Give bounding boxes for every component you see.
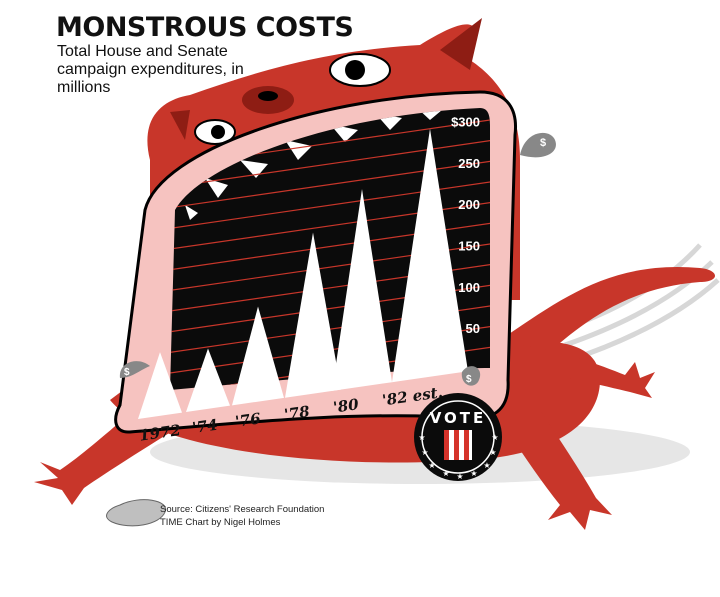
vote-badge: ★★★ ★ ★★ ★★★ VOTE: [414, 393, 502, 481]
monster-right-pupil: [345, 60, 365, 80]
monster-left-pupil: [211, 125, 225, 139]
monster-nostril: [258, 91, 278, 101]
byline: TIME Chart by Nigel Holmes: [160, 517, 281, 528]
dollar-drop-mouth: $: [461, 366, 481, 386]
chart-title: MONSTROUS COSTS: [56, 12, 354, 43]
y-tick-label: 200: [458, 197, 480, 212]
drool-puddle: [106, 499, 166, 527]
svg-text:★: ★: [491, 433, 498, 442]
y-tick-label: 250: [458, 156, 480, 171]
svg-text:★: ★: [483, 461, 490, 470]
monster-right-ear: [440, 18, 482, 70]
tooth-bar-1972: [138, 352, 182, 420]
svg-text:★: ★: [428, 461, 435, 470]
svg-text:$: $: [124, 367, 130, 378]
x-tick-label: '76: [234, 409, 262, 430]
dollar-drop-right: $: [520, 132, 556, 158]
svg-text:★: ★: [442, 469, 449, 478]
tooth-bar-'80: [332, 188, 392, 391]
x-tick-label: '80: [332, 395, 360, 416]
y-tick-label: $300: [451, 114, 480, 129]
monster-right-arm: [520, 345, 655, 398]
svg-text:$: $: [466, 374, 472, 385]
svg-text:$: $: [540, 137, 546, 149]
chart-x-ticks: 1972'74'76'78'80'82 est.: [138, 383, 444, 445]
svg-text:★: ★: [489, 448, 496, 457]
chart-credits: Source: Citizens' Research Foundation TI…: [160, 503, 324, 529]
y-tick-label: 150: [458, 238, 480, 253]
tooth-bar-'76: [232, 306, 284, 406]
svg-text:★: ★: [421, 448, 428, 457]
monster-tail: [500, 266, 715, 360]
chart-subtitle: Total House and Senate campaign expendit…: [57, 43, 244, 96]
source-note: Source: Citizens' Research Foundation: [160, 504, 325, 515]
y-tick-label: 50: [466, 321, 480, 336]
x-tick-label: '78: [283, 402, 311, 423]
svg-text:★: ★: [456, 472, 463, 481]
svg-text:★: ★: [470, 469, 477, 478]
vote-badge-stripes: [444, 430, 472, 460]
vote-badge-label: VOTE: [430, 409, 487, 427]
tooth-bar-'78: [285, 232, 341, 398]
tooth-bar-'74: [186, 348, 230, 413]
monster-left-ear: [170, 110, 190, 140]
dollar-drop-left: $: [119, 361, 150, 378]
monster-right-leg: [500, 410, 612, 530]
x-tick-label: 1972: [138, 421, 182, 445]
chart-teeth: [138, 128, 468, 420]
x-tick-label: '74: [191, 416, 219, 437]
tooth-bar-'82 est.: [392, 128, 468, 383]
chart-y-ticks: 50 100 150 200 250 $300: [451, 114, 480, 336]
svg-text:★: ★: [418, 433, 425, 442]
y-tick-label: 100: [458, 280, 480, 295]
